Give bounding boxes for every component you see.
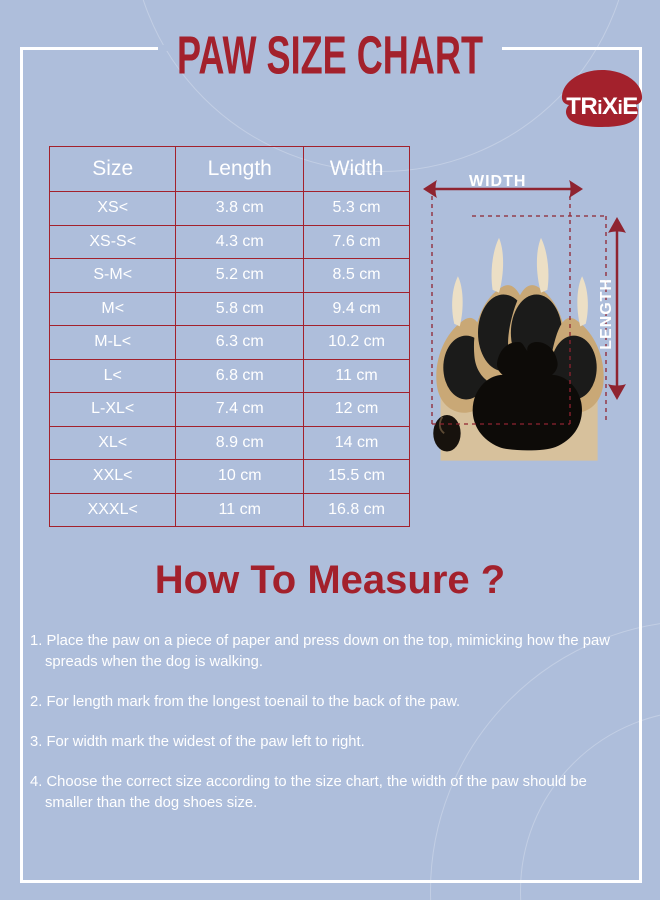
svg-text:TRiXiE: TRiXiE — [566, 93, 638, 120]
